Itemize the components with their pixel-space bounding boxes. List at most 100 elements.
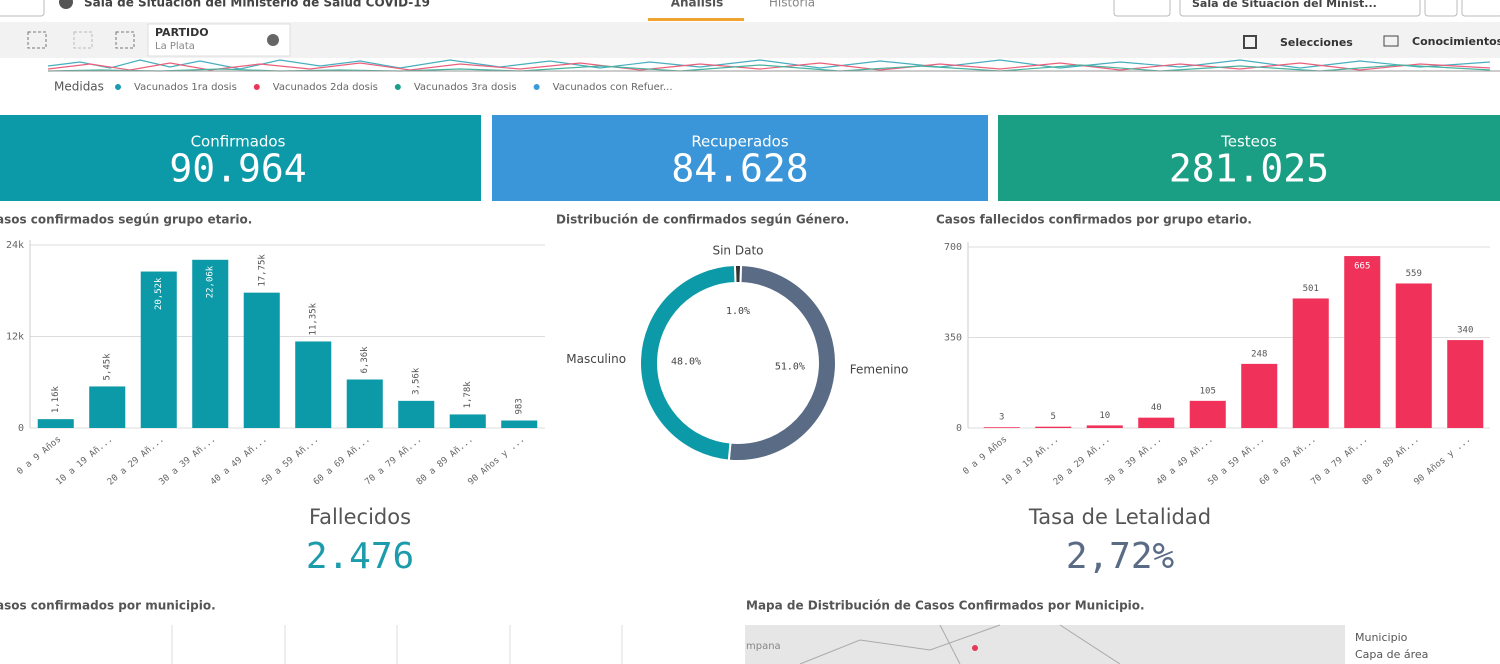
vaccination-line-strip: [47, 59, 1491, 72]
map-legend-item: Municipio: [1355, 631, 1408, 644]
y-tick-label: 0: [18, 423, 24, 434]
bar: [398, 400, 435, 428]
legend-item: Vacunados 2da dosis: [273, 82, 378, 93]
bar: [449, 414, 486, 428]
value-label: 3,56k: [412, 367, 422, 395]
y-tick-label: 24k: [6, 240, 24, 251]
kpi-value: 90.964: [169, 147, 306, 191]
stat-value: 2.476: [306, 536, 414, 577]
y-tick-label: 0: [956, 423, 962, 434]
value-label: 40: [1151, 403, 1162, 413]
value-label: 3: [999, 413, 1004, 423]
legend-swatch: [253, 84, 260, 90]
y-tick-label: 700: [944, 242, 962, 253]
bookmark-button[interactable]: [1113, 0, 1171, 17]
tool-icon[interactable]: [73, 31, 93, 49]
value-label: 10: [1099, 411, 1110, 421]
slice-label: Sin Dato: [712, 244, 763, 258]
bar: [140, 271, 177, 428]
legend-swatch: [115, 84, 121, 90]
value-label: 559: [1406, 269, 1422, 279]
stat-value: 2,72%: [1066, 536, 1175, 577]
filter-value: La Plata: [155, 41, 195, 52]
tab-underline: [648, 18, 744, 21]
next-button[interactable]: [1461, 0, 1500, 17]
tool-icon[interactable]: [27, 31, 47, 49]
bar: [346, 379, 383, 428]
bar: [1344, 256, 1381, 428]
tool-icon[interactable]: [115, 31, 135, 49]
value-label: 22,06k: [206, 265, 216, 298]
value-label: 665: [1354, 262, 1370, 272]
insights-icon: [1383, 35, 1399, 47]
legend-swatch: [533, 84, 540, 90]
value-label: 983: [515, 398, 525, 414]
legend-swatch: [394, 84, 401, 90]
legend-label: Medidas: [54, 80, 104, 94]
value-label: 501: [1303, 284, 1319, 294]
map-marker: [972, 645, 978, 651]
value-label: 20,52k: [154, 277, 164, 310]
slice-label: Femenino: [850, 363, 909, 377]
value-label: 340: [1457, 326, 1473, 336]
slice-value: 51.0%: [775, 361, 805, 372]
bar: [89, 386, 126, 428]
section-title: Mapa de Distribución de Casos Confirmado…: [746, 599, 1145, 613]
map-label: mpana: [746, 641, 781, 652]
x-tick-label: 90 Años y ...: [1412, 435, 1472, 488]
tab[interactable]: Análisis: [671, 0, 724, 10]
y-tick-label: 350: [944, 333, 962, 344]
kpi-label: Confirmados: [191, 133, 286, 151]
y-tick-label: 12k: [6, 332, 24, 343]
slice-label: Masculino: [566, 352, 626, 366]
chart-title: Distribución de confirmados según Género…: [556, 213, 849, 227]
kpi-value: 84.628: [671, 147, 808, 191]
chart-title: asos confirmados según grupo etario.: [0, 213, 252, 227]
bar: [192, 259, 229, 428]
app-title: Sala de Situación del Ministerio de Salu…: [84, 0, 430, 10]
app-icon: [59, 0, 73, 9]
bar: [1241, 363, 1278, 428]
kpi-label: Recuperados: [691, 133, 789, 151]
bar: [1138, 417, 1175, 428]
bar: [983, 427, 1020, 428]
kpi-value: 281.025: [1169, 147, 1329, 191]
clear-filter[interactable]: [267, 34, 279, 46]
insights-button[interactable]: Conocimientos: [1412, 35, 1500, 48]
value-label: 6,36k: [360, 346, 370, 374]
filter-field: PARTIDO: [155, 26, 209, 39]
map-legend-panel: [1345, 625, 1500, 664]
kpi-tile: [998, 115, 1500, 201]
bar: [1189, 400, 1226, 428]
bar: [37, 419, 74, 428]
bar: [1086, 425, 1123, 428]
sheet-selector[interactable]: [1179, 0, 1421, 17]
filter-chip[interactable]: [147, 23, 291, 57]
value-label: 105: [1200, 386, 1216, 396]
kpi-label: Testeos: [1220, 133, 1277, 151]
menu-button[interactable]: [0, 0, 45, 17]
prev-button[interactable]: [1424, 0, 1458, 17]
x-tick-label: 0 a 9 Años: [15, 435, 63, 477]
bar: [1447, 340, 1484, 428]
value-label: 17,75k: [257, 254, 267, 287]
map: [745, 625, 1345, 664]
value-label: 11,35k: [309, 302, 319, 335]
kpi-tile: [0, 115, 481, 201]
selections-button[interactable]: Selecciones: [1280, 36, 1353, 49]
bar: [1395, 283, 1432, 428]
legend-item: Vacunados con Refuer...: [553, 82, 673, 93]
legend-item: Vacunados 1ra dosis: [134, 82, 237, 93]
tab[interactable]: Historia: [769, 0, 815, 10]
value-label: 1,78k: [463, 381, 473, 409]
bar: [243, 292, 280, 428]
bar: [501, 420, 538, 428]
value-label: 5: [1051, 412, 1056, 422]
map-road: [799, 624, 1121, 664]
value-label: 248: [1251, 349, 1267, 359]
slice-value: 1.0%: [726, 306, 750, 317]
selections-icon: [1243, 35, 1257, 49]
toolbar-right: [1230, 22, 1500, 58]
bar: [1292, 298, 1329, 428]
